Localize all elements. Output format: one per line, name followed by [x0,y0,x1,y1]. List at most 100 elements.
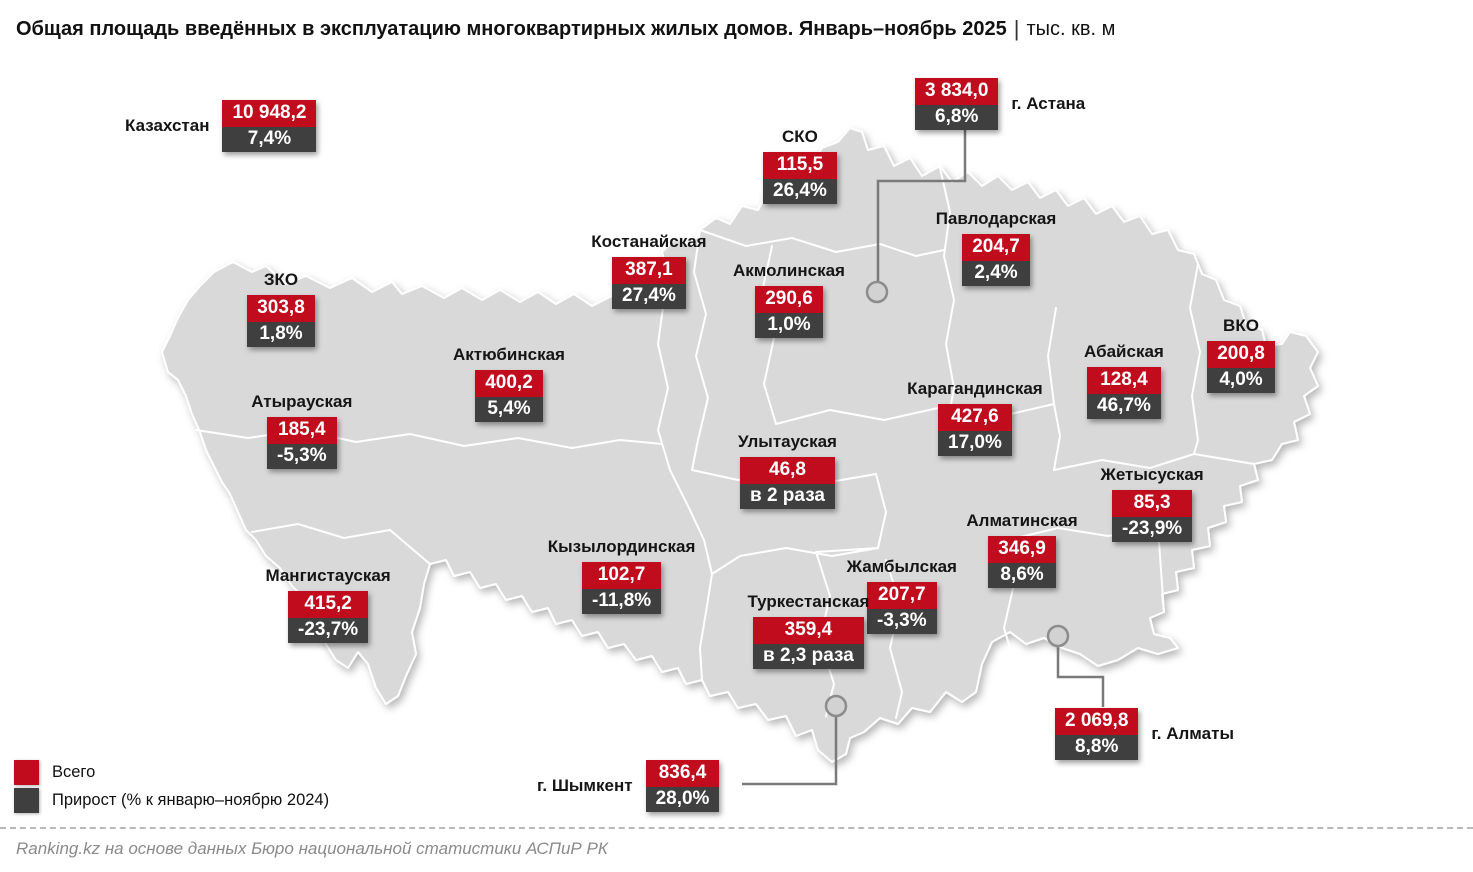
value-box: 2 069,8 8,8% [1055,708,1139,760]
region-name: г. Астана [1011,94,1086,113]
growth-value: -3,3% [867,609,937,634]
total-value: 46,8 [740,457,835,484]
astana-leader-line [876,130,967,283]
region-name: Абайская [1084,342,1164,361]
region-label-vko: ВКО 200,8 4,0% [1207,316,1275,393]
total-value: 102,7 [582,562,662,589]
total-value: 427,6 [938,404,1012,431]
total-value: 2 069,8 [1055,708,1139,735]
value-box: 303,8 1,8% [247,295,315,347]
total-value: 85,3 [1112,490,1193,517]
region-label-sko: СКО 115,5 26,4% [763,127,837,204]
region-name: Казахстан [125,116,210,135]
region-name: Карагандинская [907,379,1043,398]
region-name: Улытауская [737,432,837,451]
value-box: 346,9 8,6% [988,536,1056,588]
astana-marker [865,280,889,304]
growth-value: 5,4% [475,397,543,422]
value-box: 3 834,0 6,8% [915,78,999,130]
almaty-marker [1046,624,1070,648]
growth-value: 8,8% [1055,735,1139,760]
growth-value: 1,0% [755,313,823,338]
total-value: 3 834,0 [915,78,999,105]
total-value: 290,6 [755,286,823,313]
value-box: 102,7 -11,8% [582,562,662,614]
region-name: ЗКО [263,270,299,289]
growth-value: 26,4% [763,179,837,204]
region-label-almaty: 2 069,8 8,8% г. Алматы [1055,708,1234,760]
total-value: 359,4 [753,617,864,644]
growth-value: -23,7% [288,618,369,643]
total-value: 207,7 [867,582,937,609]
region-label-kyzylordinskaya: Кызылординская 102,7 -11,8% [548,537,695,614]
region-name: Мангистауская [265,566,391,585]
value-box: 200,8 4,0% [1207,341,1275,393]
region-label-aktyubinskaya: Актюбинская 400,2 5,4% [453,345,565,422]
value-box: 387,1 27,4% [612,257,686,309]
region-name: ВКО [1223,316,1259,335]
region-label-zko: ЗКО 303,8 1,8% [247,270,315,347]
total-value: 200,8 [1207,341,1275,368]
growth-value: 1,8% [247,322,315,347]
legend-total-label: Всего [52,763,96,781]
value-box: 290,6 1,0% [755,286,823,338]
region-label-kostanayskaya: Костанайская 387,1 27,4% [591,232,707,309]
region-label-karagandinskaya: Карагандинская 427,6 17,0% [907,379,1043,456]
value-box: 204,7 2,4% [962,234,1030,286]
value-box: 836,4 28,0% [645,760,720,812]
value-box: 415,2 -23,7% [288,591,369,643]
total-value: 115,5 [763,152,837,179]
region-name: Костанайская [591,232,707,251]
region-name: Кызылординская [547,537,696,556]
growth-value: 8,6% [988,563,1056,588]
region-name: Жетысуская [1100,465,1204,484]
shymkent-leader-line [742,716,838,786]
region-name: Павлодарская [935,209,1057,228]
legend-growth: Прирост (% к январю–ноябрю 2024) [14,788,329,813]
value-box: 400,2 5,4% [475,370,543,422]
region-label-zhambylskaya: Жамбылская 207,7 -3,3% [847,557,957,634]
region-name: СКО [781,127,818,146]
country-outline [161,127,1319,763]
value-box: 85,3 -23,9% [1112,490,1193,542]
value-box: 427,6 17,0% [938,404,1012,456]
region-name: Туркестанская [747,592,870,611]
city-markers [824,280,1070,718]
total-value: 185,4 [267,417,337,444]
region-name: Алматинская [966,511,1078,530]
legend: Всего Прирост (% к январю–ноябрю 2024) [14,760,329,816]
total-value: 415,2 [288,591,369,618]
total-swatch [14,760,39,785]
growth-swatch [14,788,39,813]
region-name: Атырауская [251,392,353,411]
growth-value: -23,9% [1112,517,1193,542]
growth-value: 4,0% [1207,368,1275,393]
region-label-ulytauskaya: Улытауская 46,8 в 2 раза [738,432,837,509]
page-title: Общая площадь введённых в эксплуатацию м… [16,16,1115,42]
shymkent-marker [824,694,848,718]
almaty-leader-line [1056,646,1105,707]
growth-value: 6,8% [915,105,999,130]
region-label-shymkent: г. Шымкент 836,4 28,0% [537,760,720,812]
region-label-zhetysuskaya: Жетысуская 85,3 -23,9% [1100,465,1204,542]
region-name: г. Алматы [1151,724,1234,743]
value-box: 359,4 в 2,3 раза [753,617,864,669]
growth-value: в 2 раза [740,484,835,509]
growth-value: 7,4% [222,127,317,152]
total-value: 10 948,2 [222,100,317,127]
total-value: 128,4 [1087,367,1161,394]
region-label-mangistauskaya: Мангистауская 415,2 -23,7% [265,566,391,643]
region-label-almatinskaya: Алматинская 346,9 8,6% [966,511,1078,588]
footer: Ranking.kz на основе данных Бюро национа… [0,827,1473,859]
total-value: 346,9 [988,536,1056,563]
value-box: 115,5 26,4% [763,152,837,204]
region-label-pavlodarskaya: Павлодарская 204,7 2,4% [936,209,1056,286]
total-value: 303,8 [247,295,315,322]
source-credit: Ranking.kz на основе данных Бюро национа… [16,839,608,858]
region-name: Актюбинская [453,345,565,364]
region-name: Жамбылская [846,557,957,576]
title-text: Общая площадь введённых в эксплуатацию м… [16,18,1007,40]
leader-lines [742,130,1105,786]
